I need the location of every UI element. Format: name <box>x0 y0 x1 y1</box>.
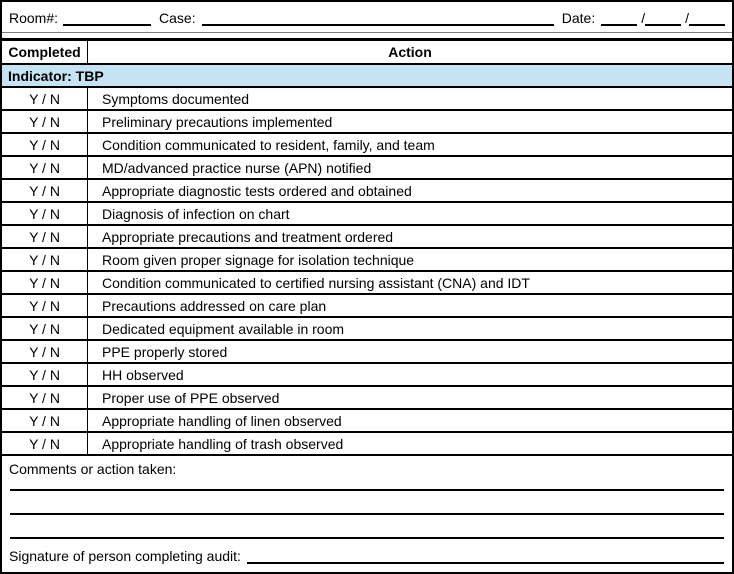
table-row: Y / N Preliminary precautions implemente… <box>2 111 732 134</box>
action-label: Appropriate precautions and treatment or… <box>102 228 394 245</box>
table-row: Y / N Appropriate diagnostic tests order… <box>2 180 732 203</box>
table-body: Y / N Symptoms documented Y / N Prelimin… <box>2 88 732 456</box>
action-label: Diagnosis of infection on chart <box>102 205 290 222</box>
yn-choice[interactable]: Y / N <box>2 272 88 293</box>
table-row: Y / N Condition communicated to resident… <box>2 134 732 157</box>
yn-choice[interactable]: Y / N <box>2 203 88 224</box>
comments-label: Comments or action taken: <box>9 461 177 477</box>
case-label: Case: <box>159 10 196 26</box>
action-label: Precautions addressed on care plan <box>102 297 327 314</box>
date-year-field[interactable] <box>689 24 725 26</box>
table-row: Y / N Precautions addressed on care plan <box>2 295 732 318</box>
comment-lines <box>2 480 732 539</box>
date-label: Date: <box>561 10 596 26</box>
table-row: Y / N Appropriate handling of trash obse… <box>2 433 732 456</box>
yn-choice[interactable]: Y / N <box>2 433 88 454</box>
table-row: Y / N HH observed <box>2 364 732 387</box>
yn-choice[interactable]: Y / N <box>2 387 88 408</box>
yn-choice[interactable]: Y / N <box>2 88 88 109</box>
action-label: PPE properly stored <box>102 343 228 360</box>
case-field[interactable] <box>201 24 554 26</box>
yn-choice[interactable]: Y / N <box>2 134 88 155</box>
yn-choice[interactable]: Y / N <box>2 180 88 201</box>
date-month-field[interactable] <box>601 24 638 26</box>
action-label: HH observed <box>102 366 184 383</box>
yn-choice[interactable]: Y / N <box>2 295 88 316</box>
comments-field-line[interactable] <box>10 480 724 491</box>
table-row: Y / N PPE properly stored <box>2 341 732 364</box>
yn-choice[interactable]: Y / N <box>2 111 88 132</box>
signature-label: Signature of person completing audit: <box>9 548 241 564</box>
yn-choice[interactable]: Y / N <box>2 341 88 362</box>
table-row: Y / N Dedicated equipment available in r… <box>2 318 732 341</box>
action-label: Proper use of PPE observed <box>102 389 280 406</box>
room-number-label: Room#: <box>9 10 59 26</box>
table-row: Y / N Proper use of PPE observed <box>2 387 732 410</box>
table-row: Y / N MD/advanced practice nurse (APN) n… <box>2 157 732 180</box>
action-label: Appropriate diagnostic tests ordered and… <box>102 182 412 199</box>
action-label: Condition communicated to resident, fami… <box>102 136 435 153</box>
comments-field-line[interactable] <box>10 515 724 539</box>
action-label: Appropriate handling of trash observed <box>102 435 344 452</box>
table-row: Y / N Appropriate precautions and treatm… <box>2 226 732 249</box>
room-number-field[interactable] <box>63 24 152 26</box>
yn-choice[interactable]: Y / N <box>2 410 88 431</box>
yn-choice[interactable]: Y / N <box>2 364 88 385</box>
form-header: Room#: Case: Date: / / <box>2 2 732 33</box>
yn-choice[interactable]: Y / N <box>2 157 88 178</box>
action-label: MD/advanced practice nurse (APN) notifie… <box>102 159 372 176</box>
action-label: Dedicated equipment available in room <box>102 320 345 337</box>
form-footer: Comments or action taken: Signature of p… <box>2 456 732 572</box>
indicator-row: Indicator: TBP <box>2 65 732 88</box>
action-label: Symptoms documented <box>102 90 250 107</box>
action-label: Room given proper signage for isolation … <box>102 251 415 268</box>
comments-field-line[interactable] <box>10 491 724 515</box>
action-label: Condition communicated to certified nurs… <box>102 274 530 291</box>
table-header-row: Completed Action <box>2 41 732 65</box>
audit-table: Completed Action Indicator: TBP Y / N Sy… <box>2 38 732 456</box>
signature-field[interactable] <box>246 562 724 564</box>
action-label: Preliminary precautions implemented <box>102 113 333 130</box>
yn-choice[interactable]: Y / N <box>2 226 88 247</box>
date-separator: / <box>685 10 689 26</box>
table-row: Y / N Room given proper signage for isol… <box>2 249 732 272</box>
table-row: Y / N Symptoms documented <box>2 88 732 111</box>
table-row: Y / N Condition communicated to certifie… <box>2 272 732 295</box>
date-separator: / <box>641 10 646 26</box>
date-day-field[interactable] <box>645 24 682 26</box>
action-column-header: Action <box>388 44 432 60</box>
yn-choice[interactable]: Y / N <box>2 249 88 270</box>
completed-column-header: Completed <box>2 41 88 63</box>
action-label: Appropriate handling of linen observed <box>102 412 342 429</box>
signature-row: Signature of person completing audit: <box>2 539 732 564</box>
table-row: Y / N Diagnosis of infection on chart <box>2 203 732 226</box>
table-row: Y / N Appropriate handling of linen obse… <box>2 410 732 433</box>
yn-choice[interactable]: Y / N <box>2 318 88 339</box>
